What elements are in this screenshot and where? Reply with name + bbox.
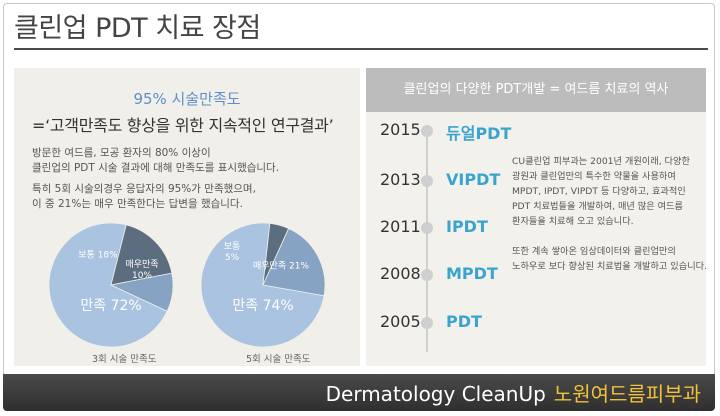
history-text: PDT 치료법들을 개발하여, 매년 많은 여드름 — [512, 201, 683, 212]
pie-slice — [110, 224, 173, 286]
history-text: MPDT, IPDT, VIPDT 등 다양하고, 효과적인 — [512, 186, 686, 197]
history-text: 광원과 클린업만의 특수한 약물을 사용하여 — [512, 171, 676, 182]
pie-label: 보통 — [224, 241, 241, 252]
timeline-dot — [421, 175, 433, 187]
timeline-dot — [421, 317, 433, 329]
pie-label: 보통 18% — [78, 250, 118, 261]
brand-korean: 노원여드름피부과 — [553, 382, 701, 406]
pie-label: 매우만족 21% — [253, 261, 309, 272]
pie-label: 5% — [225, 253, 240, 263]
pie-slice — [48, 222, 168, 348]
history-text: CU클린업 피부과는 2001년 개원이래, 다양한 — [512, 156, 690, 167]
pie-label: 매우만족 — [125, 259, 158, 270]
timeline-name: IPDT — [446, 217, 488, 236]
page-title: 클린업 PDT 치료 장점 — [14, 13, 261, 44]
timeline-name: MPDT — [446, 264, 498, 283]
pie-slice — [262, 228, 326, 297]
timeline-year: 2011 — [380, 217, 421, 236]
pie-slice — [109, 272, 174, 312]
title-divider — [14, 48, 708, 50]
pie-label: 만족 72% — [80, 298, 141, 314]
satisfaction-panel: 95% 시술만족도 =‘고객만족도 향상을 위한 지속적인 연구결과’ 방문한 … — [14, 68, 360, 366]
timeline-name: PDT — [446, 312, 482, 331]
history-header: 클린업의 다양한 PDT개발 = 여드름 치료의 역사 — [366, 68, 706, 112]
timeline-year: 2008 — [380, 264, 421, 283]
pie-chart-5-sessions: 만족 74% 보통 5% 매우만족 21% — [198, 220, 328, 354]
history-text: 노하우로 보다 향상된 치료법을 개발하고 있습니다. — [512, 261, 708, 272]
timeline-name: 듀얼PDT — [446, 124, 512, 143]
history-panel: 클린업의 다양한 PDT개발 = 여드름 치료의 역사 2015 듀얼PDT 2… — [366, 68, 708, 366]
pie-caption: 5회 시술 만족도 — [246, 354, 311, 365]
desc-line: 클린업의 PDT 시술 결과에 대해 만족도를 표시했습니다. — [32, 162, 280, 174]
history-text: 환자들을 치료해 오고 있습니다. — [512, 216, 634, 227]
pie-chart-3-sessions: 만족 72% 보통 18% 매우만족 10% — [46, 220, 176, 354]
timeline-dot — [421, 222, 433, 234]
timeline-dot — [421, 269, 433, 281]
footer-brand: Dermatology CleanUp 노원여드름피부과 — [326, 378, 701, 407]
pie-label: 10% — [132, 271, 152, 281]
pie-label: 만족 74% — [232, 298, 293, 314]
timeline-year: 2013 — [380, 170, 421, 189]
desc-line: 이 중 21%는 매우 만족한다는 답변을 했습니다. — [32, 198, 243, 210]
history-text: 또한 계속 쌓아온 임상데이터와 클린업만의 — [512, 246, 676, 257]
timeline-line — [426, 128, 428, 352]
timeline-year: 2005 — [380, 312, 421, 331]
desc-line: 방문한 여드름, 모공 환자의 80% 이상이 — [32, 147, 211, 159]
pie-caption: 3회 시술 만족도 — [92, 354, 157, 365]
footer-bar: Dermatology CleanUp 노원여드름피부과 — [3, 374, 715, 411]
pie-svg: 만족 74% 보통5% 매우만족 21% — [200, 222, 326, 348]
timeline-dot — [421, 125, 433, 137]
pie-slice — [200, 222, 325, 348]
desc-line: 특히 5회 시술의경우 응답자의 95%가 만족했으며, — [32, 183, 256, 195]
brand-english: Dermatology CleanUp — [325, 382, 546, 406]
satisfaction-headline: 95% 시술만족도 — [133, 90, 241, 108]
satisfaction-quote: =‘고객만족도 향상을 위한 지속적인 연구결과’ — [32, 116, 334, 135]
timeline-name: VIPDT — [446, 170, 501, 189]
timeline-year: 2015 — [380, 120, 421, 139]
